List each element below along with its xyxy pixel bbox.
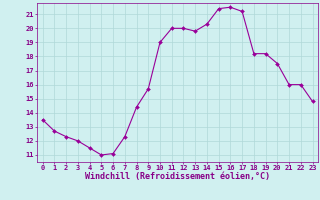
- X-axis label: Windchill (Refroidissement éolien,°C): Windchill (Refroidissement éolien,°C): [85, 172, 270, 181]
